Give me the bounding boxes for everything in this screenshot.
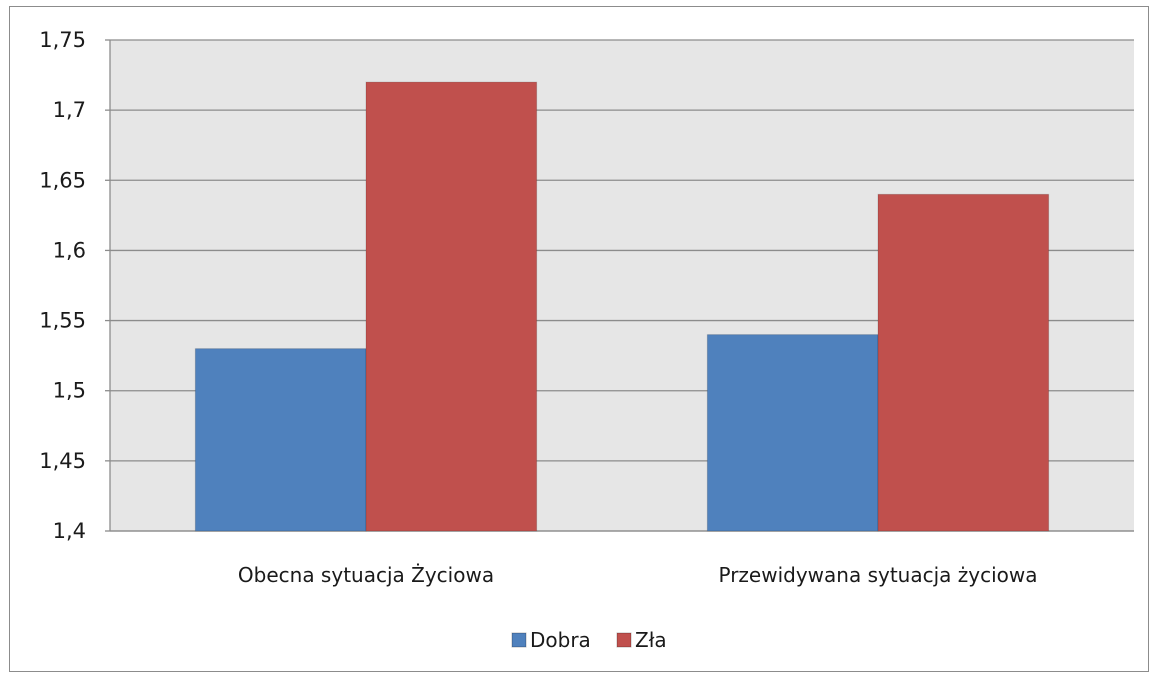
bar-dobra-1 [706,334,879,532]
plot-area [105,39,1134,532]
y-tick-label: 1,55 [39,309,86,333]
x-category-label: Obecna sytuacja Życiowa [238,563,494,587]
axis-labels: 1,4 1,45 1,5 1,55 1,6 1,65 1,7 1,75 Obecna sytua… [39,28,1037,587]
legend-swatch-dobra [511,632,527,648]
bar-zla-1 [877,193,1050,532]
y-tick-label: 1,75 [39,28,86,52]
y-tick-label: 1,65 [39,168,86,192]
legend: Dobra Zła [511,628,667,652]
y-tick-label: 1,45 [39,449,86,473]
legend-label-dobra: Dobra [530,628,591,652]
bar-dobra-0 [194,348,367,532]
y-tick-label: 1,4 [53,519,86,543]
legend-label-zla: Zła [635,628,667,652]
y-tick-label: 1,7 [53,98,86,122]
legend-swatch-zla [616,632,632,648]
y-tick-label: 1,6 [53,238,86,262]
y-tick-label: 1,5 [53,379,86,403]
bar-zla-0 [365,81,538,532]
x-category-label: Przewidywana sytuacja życiowa [718,563,1037,587]
